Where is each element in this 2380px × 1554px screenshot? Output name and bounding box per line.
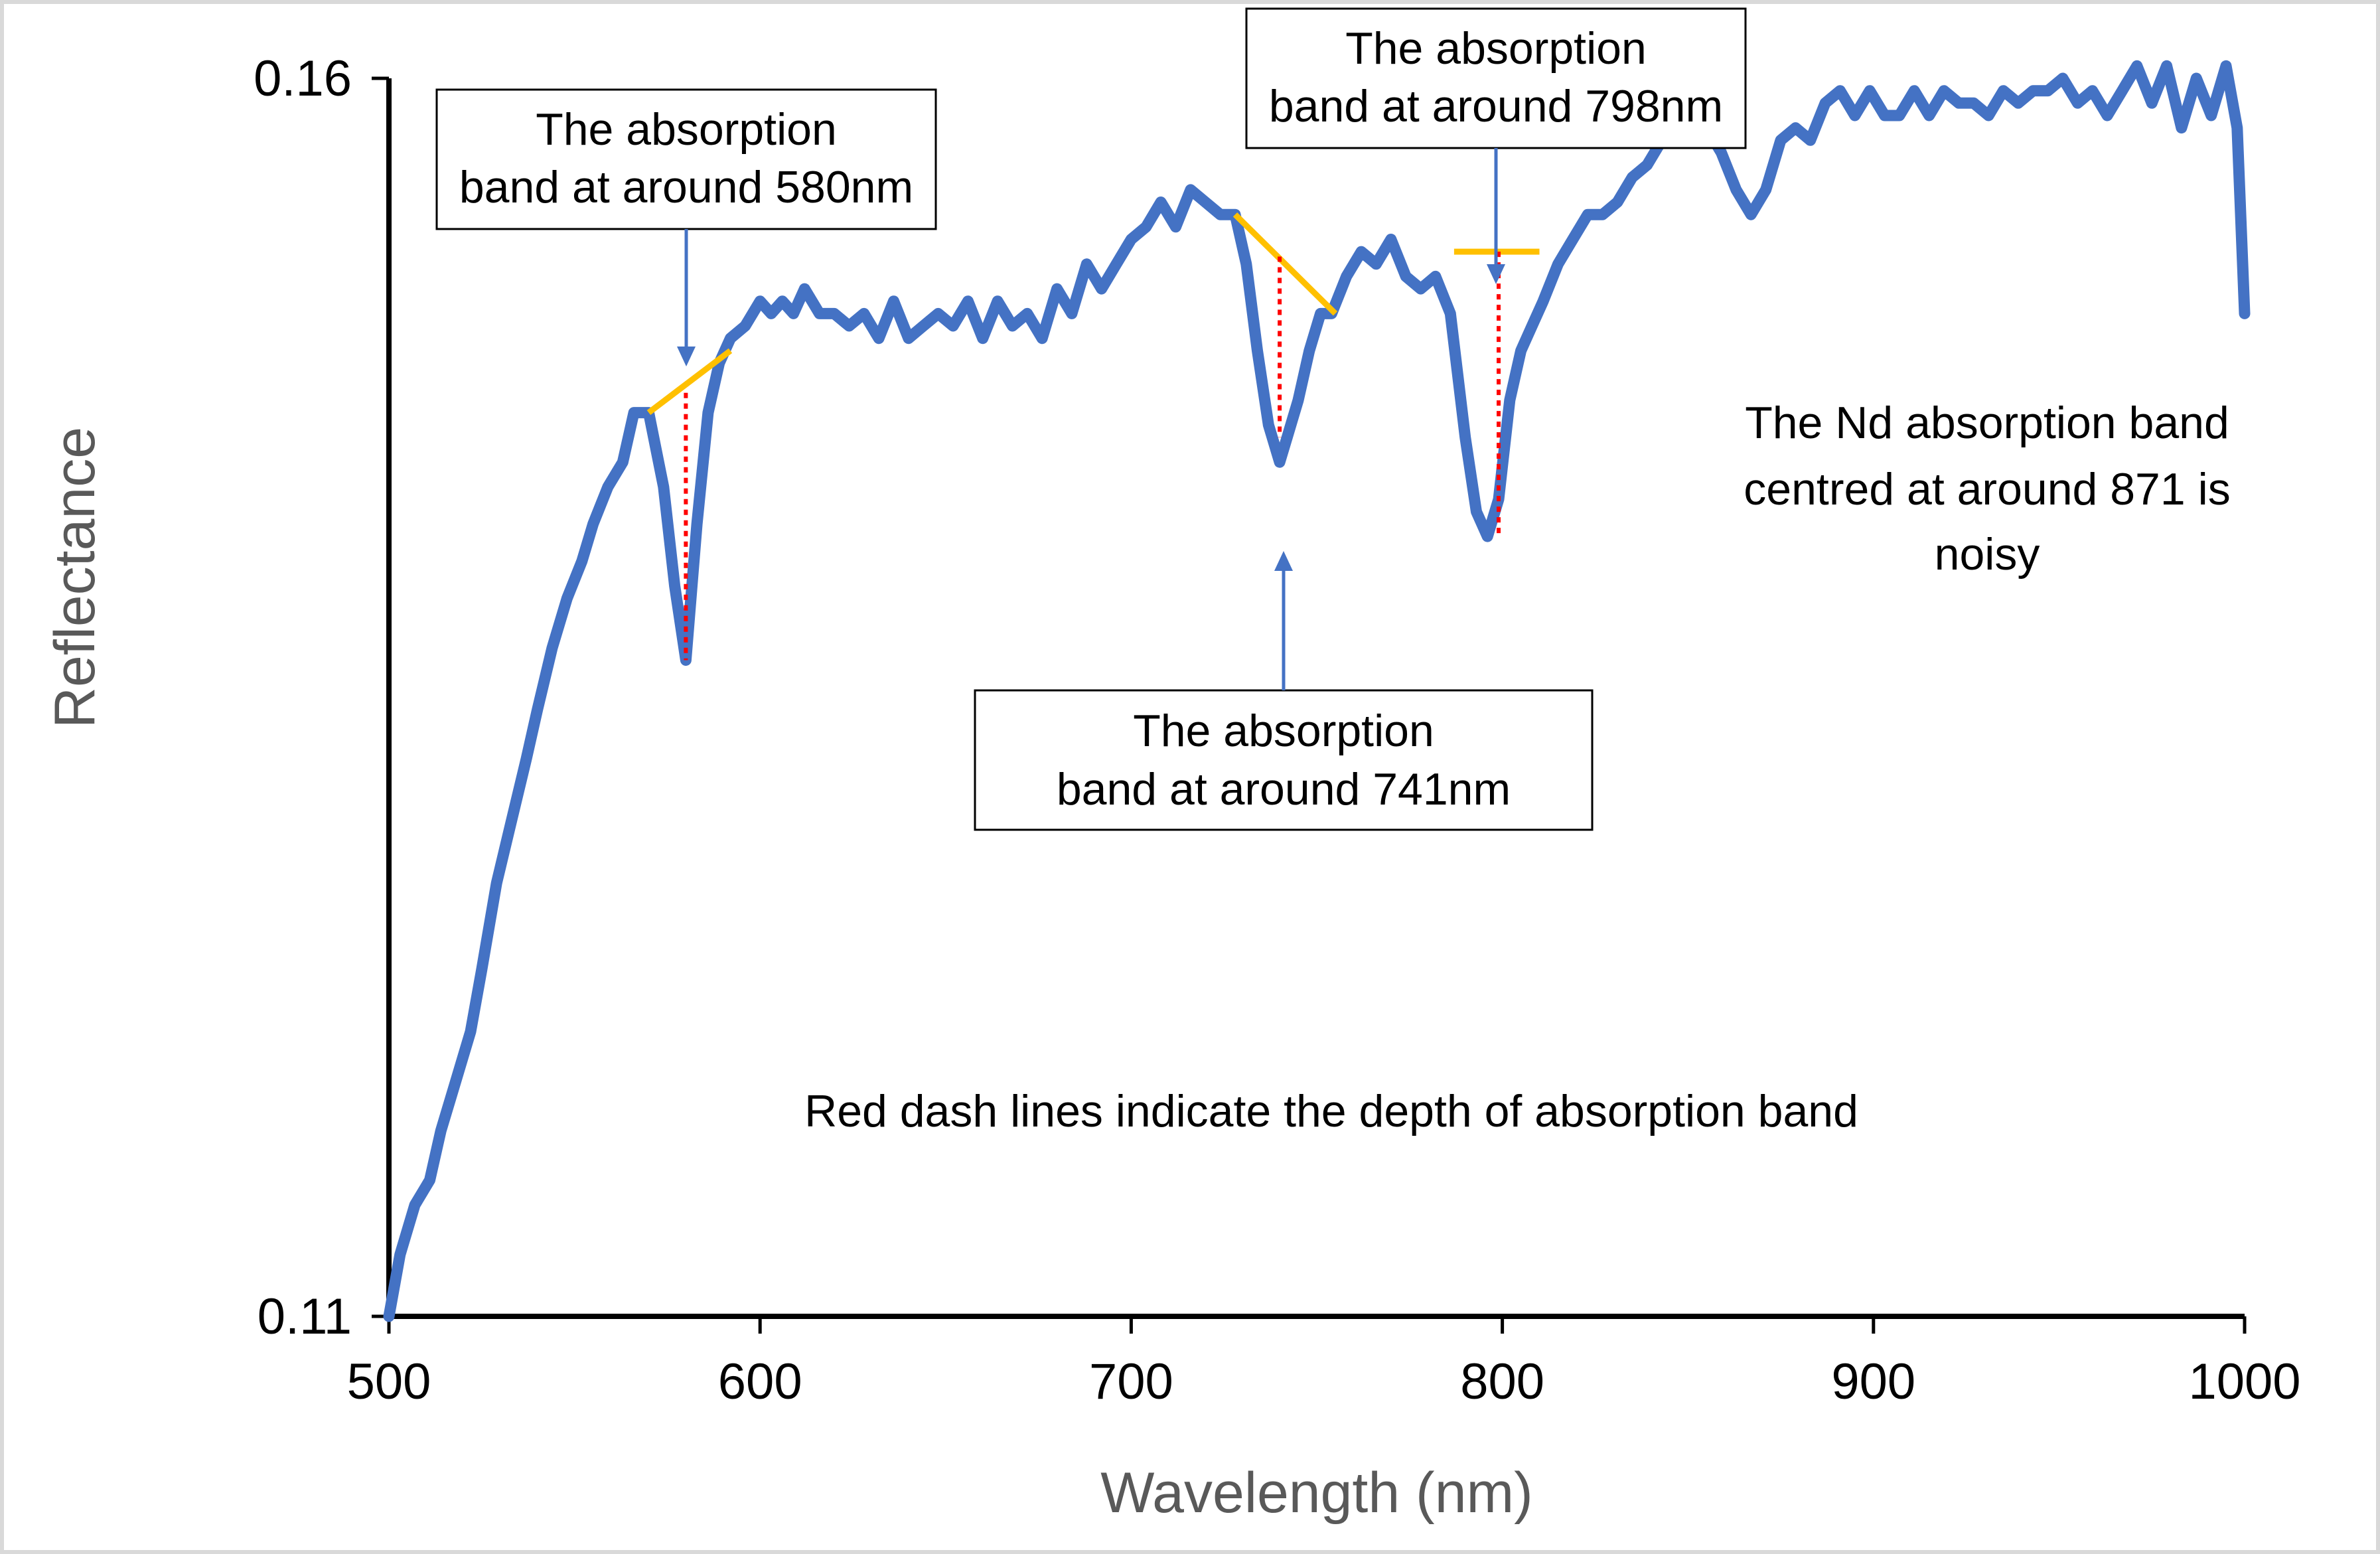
reflectance-series-line xyxy=(383,60,2251,1322)
nd-note-line-1: The Nd absorption band xyxy=(1745,398,2229,448)
y-tick-label: 0.11 xyxy=(258,1288,352,1345)
nd-note-line-2: centred at around 871 is xyxy=(1744,464,2230,514)
annotation-580-arrowhead xyxy=(677,347,696,366)
x-tick-label: 900 xyxy=(1831,1354,1915,1410)
x-tick-label: 600 xyxy=(718,1354,802,1410)
annotation-580-line-2: band at around 580nm xyxy=(459,162,913,212)
x-tick-label: 1000 xyxy=(2188,1354,2300,1410)
axes xyxy=(385,78,2245,1319)
annotation-band-798: The absorption band at around 798nm xyxy=(1245,7,1747,284)
nd-note: The Nd absorption band centred at around… xyxy=(1744,398,2230,580)
depth-lines xyxy=(684,252,1501,660)
annotation-box-741 xyxy=(974,689,1594,831)
x-tick-label: 700 xyxy=(1089,1354,1173,1410)
nd-note-line-3: noisy xyxy=(1935,529,2040,580)
continuum-segment xyxy=(1232,212,1338,316)
x-tick-label: 500 xyxy=(347,1354,431,1410)
x-axis-title: Wavelength (nm) xyxy=(1100,1461,1533,1525)
depth-note: Red dash lines indicate the depth of abs… xyxy=(804,1086,1858,1136)
annotation-band-580: The absorption band at around 580nm xyxy=(435,88,937,366)
annotation-box-798 xyxy=(1245,7,1747,149)
annotation-580-line-1: The absorption xyxy=(536,104,837,155)
annotation-741-line-1: The absorption xyxy=(1133,706,1434,756)
annotation-798-line-1: The absorption xyxy=(1345,23,1647,74)
annotation-798-arrowhead xyxy=(1487,264,1505,284)
continuum-lines xyxy=(646,212,1540,416)
continuum-segment xyxy=(646,348,733,416)
annotation-741-arrowhead xyxy=(1274,551,1293,571)
y-ticks: 0.11 0.16 xyxy=(254,50,389,1345)
annotation-798-line-2: band at around 798nm xyxy=(1269,81,1723,131)
annotation-band-741: The absorption band at around 741nm xyxy=(974,551,1594,831)
x-ticks: 500 600 700 800 900 1000 xyxy=(347,1316,2301,1410)
annotation-box-580 xyxy=(435,88,937,230)
x-tick-label: 800 xyxy=(1460,1354,1544,1410)
annotation-741-line-2: band at around 741nm xyxy=(1057,764,1511,815)
series xyxy=(383,60,2251,1322)
y-axis-title: Reflectance xyxy=(43,427,107,728)
y-tick-label: 0.16 xyxy=(254,50,352,107)
